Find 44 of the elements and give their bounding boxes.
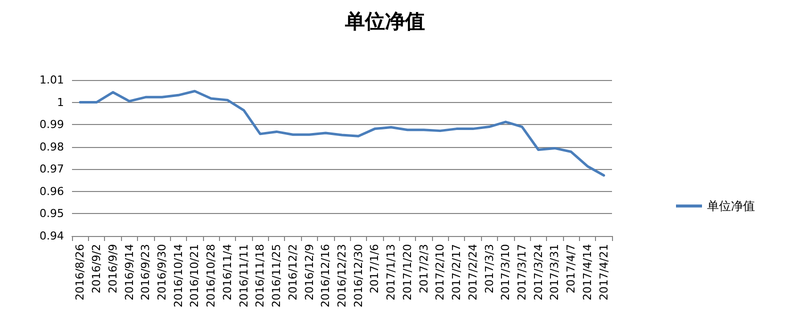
x-tick-label: 2017/1/20 — [400, 244, 414, 300]
y-tick-label: 0.95 — [40, 207, 64, 220]
x-tick-label: 2016/11/4 — [220, 244, 234, 300]
x-tick-label: 2016/12/16 — [319, 244, 332, 308]
x-tick-label: 2017/3/31 — [548, 244, 562, 300]
x-tick-label: 2016/12/30 — [352, 244, 365, 308]
x-tick-label: 2016/9/9 — [106, 244, 120, 294]
x-tick-label: 2016/11/25 — [270, 244, 284, 308]
x-tick-label: 2017/4/7 — [564, 244, 578, 294]
x-tick-label: 2017/4/21 — [597, 244, 610, 300]
x-tick-label: 2017/1/6 — [368, 244, 382, 294]
y-tick-label: 0.98 — [40, 140, 64, 154]
line-series — [78, 90, 606, 177]
x-tick-label: 2017/2/17 — [450, 244, 464, 300]
x-tick-label: 2016/10/14 — [172, 244, 185, 308]
x-tick-label: 2017/3/24 — [532, 244, 545, 300]
x-tick-label: 2016/9/2 — [90, 244, 104, 294]
y-tick-label: 0.99 — [40, 118, 64, 132]
x-tick-label: 2017/3/17 — [516, 244, 528, 300]
y-tick-label: 0.94 — [40, 230, 64, 242]
x-tick-label: 2016/9/30 — [156, 244, 168, 300]
x-tick-label: 2017/2/3 — [417, 244, 430, 294]
y-tick-label: 0.97 — [40, 162, 64, 176]
x-tick-label: 2016/9/23 — [139, 244, 152, 300]
y-tick-label: 0.96 — [40, 184, 64, 198]
y-tick-label: 1 — [57, 96, 64, 109]
y-tick-label: 1.01 — [40, 74, 64, 86]
x-tick-label: 2016/10/21 — [188, 244, 202, 308]
x-tick-label: 2016/8/26 — [74, 244, 87, 300]
chart-title: 单位净值 — [344, 9, 425, 33]
x-tick-label: 2016/9/14 — [122, 244, 136, 300]
x-tick-label: 2016/10/28 — [204, 244, 218, 308]
x-tick-label: 2017/3/3 — [482, 244, 496, 294]
x-tick-label: 2016/11/18 — [254, 244, 267, 308]
x-tick-label: 2016/12/23 — [336, 244, 348, 308]
x-tick-label: 2016/12/2 — [286, 244, 300, 300]
x-tick-label: 2016/12/9 — [302, 244, 316, 300]
x-tick-label: 2017/3/10 — [499, 244, 512, 300]
x-tick-label: 2016/11/11 — [237, 244, 250, 308]
x-tick-label: 2017/2/10 — [434, 244, 447, 300]
legend-label: 单位净值 — [707, 199, 755, 213]
x-tick-label: 2017/2/24 — [466, 244, 480, 300]
x-tick-label: 2017/4/14 — [580, 244, 594, 300]
x-tick-label: 2017/1/13 — [384, 244, 398, 300]
